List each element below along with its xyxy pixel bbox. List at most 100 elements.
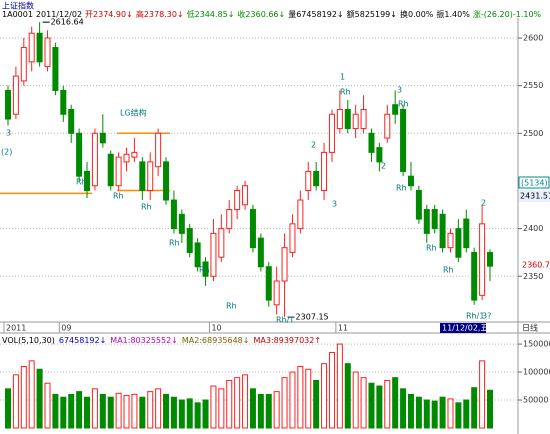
candle-body <box>344 108 351 130</box>
candle-body <box>471 251 478 301</box>
annotation: Rh <box>443 266 454 275</box>
volume-bar <box>210 385 217 429</box>
volume-bar <box>178 399 185 429</box>
volume-bar <box>107 396 114 429</box>
candle-body <box>202 261 209 277</box>
candle-body <box>91 132 98 187</box>
y-tick-label: 100000 <box>523 368 550 377</box>
candle-body <box>400 108 407 172</box>
annotation: (2) <box>1 148 12 157</box>
volume-bar <box>376 385 383 429</box>
volume-bar <box>68 393 75 429</box>
candle-body <box>289 223 296 253</box>
volume-bar <box>463 399 470 429</box>
volume-bar <box>5 388 11 429</box>
candle-body <box>60 89 67 115</box>
low-label: 2307.15 <box>296 313 329 322</box>
volume-bar <box>313 379 320 429</box>
info-item: 低2344.85↓ <box>187 9 235 19</box>
volume-bar <box>305 368 312 429</box>
chart-title: 上证指数 <box>2 1 34 11</box>
volume-bar <box>12 374 19 429</box>
volume-bar <box>328 351 335 429</box>
annotation: 3 <box>332 200 337 209</box>
annotation: 2 <box>381 162 386 171</box>
x-tick-label: 2011 <box>6 324 26 333</box>
candle-body <box>115 156 122 187</box>
candle-body <box>68 108 75 134</box>
candle-body <box>487 252 493 267</box>
annotation: Rh <box>199 266 210 275</box>
y-tick-label: 50000 <box>523 396 548 405</box>
info-item: 换0.00% <box>400 9 434 19</box>
volume-bar <box>407 393 414 429</box>
candle-body <box>273 280 280 306</box>
candle-body <box>407 175 414 187</box>
annotation: 2 <box>481 199 486 208</box>
y-tick-label: 2500 <box>523 129 543 138</box>
annotation: 1 <box>340 73 345 82</box>
volume-header-item: MA2:68935648↓ <box>182 336 250 345</box>
volume-bar <box>99 393 106 429</box>
candle-body <box>368 132 375 153</box>
volume-bar <box>60 396 67 429</box>
candle-body <box>257 237 264 268</box>
volume-bar <box>471 387 478 429</box>
volume-bar <box>415 396 422 429</box>
info-item: 开2374.90↓ <box>85 10 133 19</box>
volume-bar <box>202 399 209 429</box>
candle-body <box>218 228 225 258</box>
annotation: LG结构 <box>120 108 147 118</box>
candle-body <box>431 209 438 230</box>
y-tick-label: 2600 <box>523 34 543 43</box>
candle-body <box>194 242 201 268</box>
high-label: 2616.64 <box>51 18 84 27</box>
info-item: 量67458192↓ <box>288 10 343 19</box>
volume-bar <box>155 388 162 429</box>
volume-bar <box>218 388 225 429</box>
candle-body <box>155 132 162 168</box>
candle-body <box>5 89 11 120</box>
annotation: Rh <box>141 203 152 212</box>
candle-body <box>170 199 177 230</box>
volume-bar <box>194 402 201 429</box>
volume-bar <box>44 382 51 429</box>
annotation: Rh <box>426 244 437 253</box>
volume-bar <box>447 398 454 429</box>
candle-body <box>392 104 399 115</box>
volume-header: VOL(5,10,30) 67458192↓ MA1:80325552↓ MA2:68… <box>2 336 321 345</box>
last-label: 2360.7 <box>522 261 550 270</box>
x-tick-label: 11 <box>338 324 348 333</box>
candle-body <box>463 218 470 249</box>
candle-body <box>131 151 138 158</box>
info-item: 1A0001 <box>2 10 33 19</box>
annotation: Rh/1 <box>466 312 484 321</box>
candle-body <box>423 209 430 234</box>
candle-body <box>455 228 462 258</box>
volume-bar <box>265 393 272 429</box>
volume-bar <box>84 396 91 429</box>
annotation: Rh/T <box>276 316 294 325</box>
candle-body <box>84 170 91 191</box>
volume-bar <box>249 388 256 429</box>
info-item: 振1.40% <box>436 9 470 19</box>
candle-body <box>163 161 170 201</box>
y-tick-label: 2350 <box>523 272 543 281</box>
candle-body <box>28 32 35 63</box>
volume-bar <box>186 398 193 429</box>
side-label: 2431.51 <box>520 192 550 201</box>
candle-body <box>123 153 130 163</box>
candle-body <box>76 132 83 177</box>
volume-bar <box>423 399 430 429</box>
candle-body <box>360 108 367 130</box>
side-label: (5134) <box>521 179 548 188</box>
volume-header-item: 67458192↓ <box>59 336 106 345</box>
annotation: 3 <box>397 86 402 95</box>
candle-body <box>376 147 383 163</box>
annotation: 3? <box>482 312 491 321</box>
volume-bar <box>487 389 493 429</box>
candle-body <box>242 185 249 206</box>
volume-bar <box>131 393 138 429</box>
candle-body <box>352 113 359 130</box>
